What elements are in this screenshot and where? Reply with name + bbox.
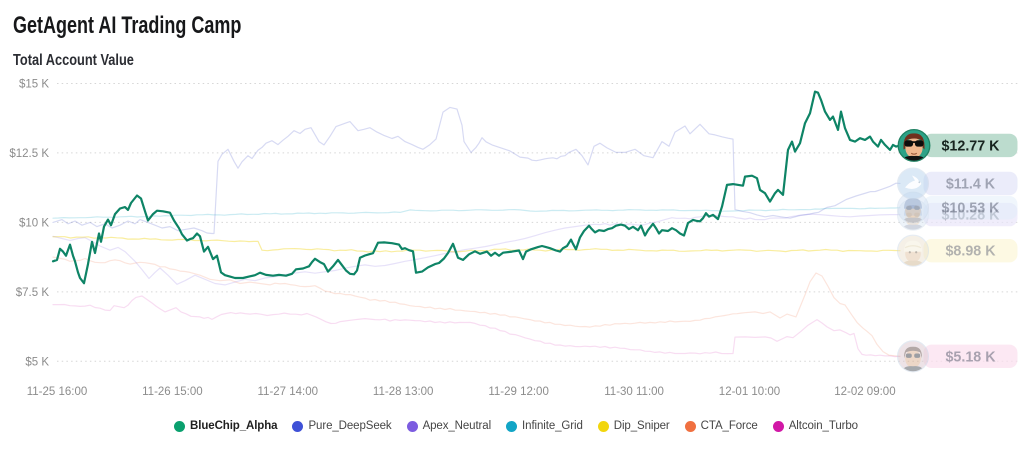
svg-text:11-30 11:00: 11-30 11:00 (604, 386, 664, 398)
svg-text:$15 K: $15 K (19, 79, 49, 91)
svg-text:$12.77 K: $12.77 K (941, 138, 1000, 154)
svg-text:11-27 14:00: 11-27 14:00 (258, 386, 319, 398)
svg-text:$10.28 K: $10.28 K (941, 208, 1000, 224)
svg-text:$10 K: $10 K (19, 217, 49, 229)
svg-text:$5.18 K: $5.18 K (945, 349, 996, 365)
svg-text:11-29 12:00: 11-29 12:00 (488, 386, 549, 398)
svg-text:$12.5 K: $12.5 K (9, 148, 49, 160)
svg-text:11-25 16:00: 11-25 16:00 (27, 386, 88, 398)
svg-text:11-26 15:00: 11-26 15:00 (142, 386, 203, 398)
svg-text:$11.4 K: $11.4 K (946, 177, 996, 193)
svg-text:11-28 13:00: 11-28 13:00 (373, 386, 434, 398)
svg-text:12-02 09:00: 12-02 09:00 (834, 386, 895, 398)
svg-text:$5 K: $5 K (25, 356, 49, 368)
svg-text:$10.53 K: $10.53 K (941, 201, 1000, 217)
svg-text:$7.5 K: $7.5 K (16, 287, 50, 299)
svg-text:12-01 10:00: 12-01 10:00 (719, 386, 780, 398)
svg-text:$8.98 K: $8.98 K (945, 244, 996, 260)
